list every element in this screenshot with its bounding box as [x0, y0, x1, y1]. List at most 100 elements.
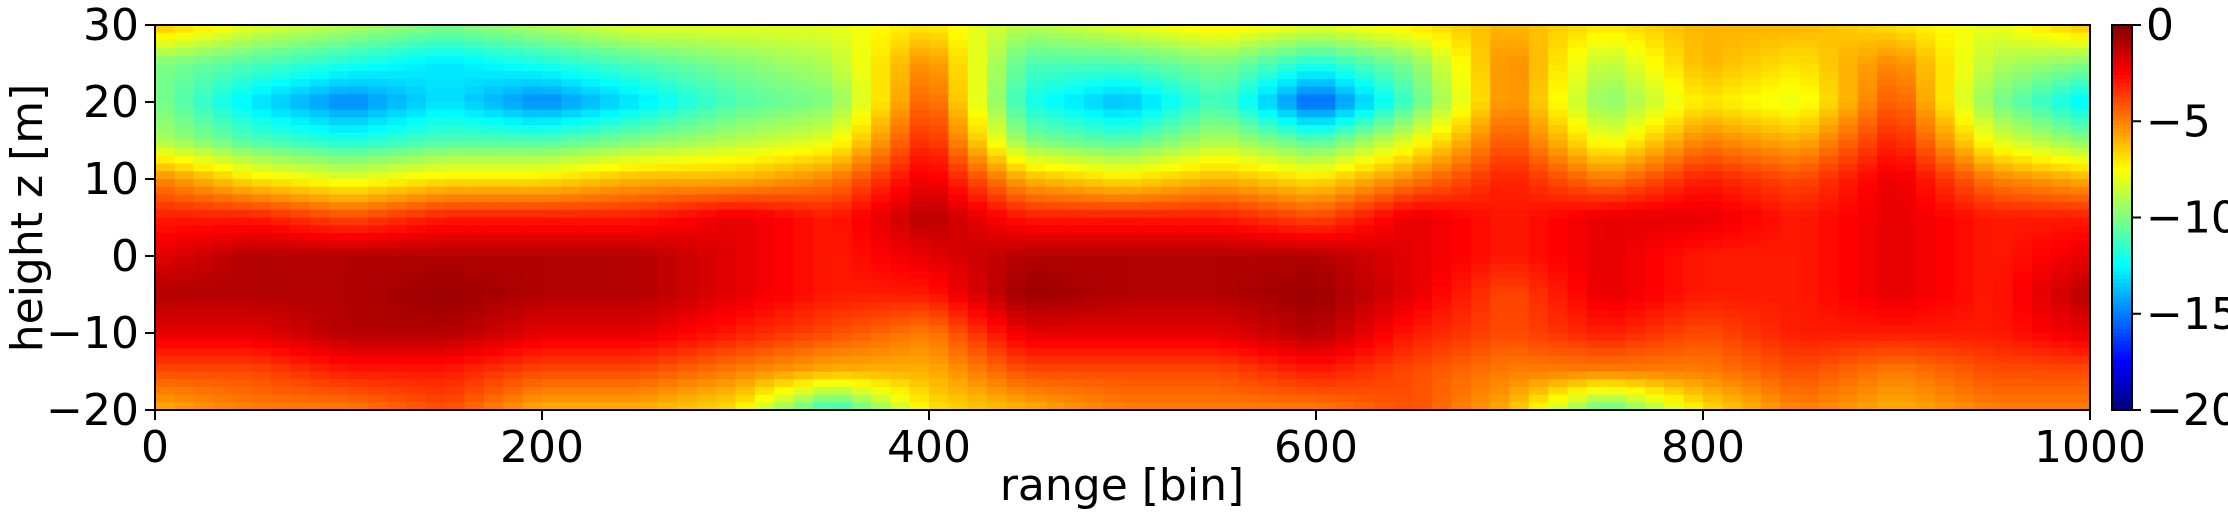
- heatmap-cell: [1200, 364, 1220, 373]
- heatmap-cell: [813, 133, 833, 142]
- heatmap-cell: [1432, 348, 1452, 357]
- heatmap-cell: [1490, 372, 1510, 381]
- heatmap-cell: [1993, 171, 2013, 180]
- heatmap-cell: [1529, 233, 1549, 242]
- heatmap-cell: [1877, 387, 1897, 396]
- heatmap-cell: [213, 87, 233, 96]
- heatmap-cell: [1239, 325, 1259, 334]
- heatmap-cell: [1780, 64, 1800, 73]
- heatmap-cell: [445, 295, 465, 304]
- heatmap-cell: [1800, 133, 1820, 142]
- heatmap-cell: [890, 179, 910, 188]
- heatmap-cell: [1219, 141, 1239, 150]
- heatmap-cell: [619, 87, 639, 96]
- heatmap-cell: [155, 271, 175, 280]
- heatmap-cell: [987, 64, 1007, 73]
- heatmap-cell: [445, 164, 465, 173]
- heatmap-cell: [871, 356, 891, 365]
- heatmap-cell: [1239, 287, 1259, 296]
- heatmap-cell: [736, 25, 756, 34]
- heatmap-cell: [832, 56, 852, 65]
- heatmap-cell: [1026, 133, 1046, 142]
- heatmap-cell: [1026, 287, 1046, 296]
- heatmap-cell: [929, 387, 949, 396]
- heatmap-cell: [1838, 364, 1858, 373]
- heatmap-cell: [619, 25, 639, 34]
- heatmap-cell: [774, 348, 794, 357]
- heatmap-cell: [1200, 148, 1220, 157]
- heatmap-cell: [1800, 279, 1820, 288]
- heatmap-cell: [1974, 194, 1994, 203]
- heatmap-cell: [155, 79, 175, 88]
- heatmap-cell: [871, 94, 891, 103]
- heatmap-cell: [639, 233, 659, 242]
- heatmap-cell: [1722, 148, 1742, 157]
- heatmap-cell: [1858, 141, 1878, 150]
- heatmap-cell: [407, 87, 427, 96]
- heatmap-cell: [1645, 348, 1665, 357]
- heatmap-cell: [1780, 71, 1800, 80]
- heatmap-cell: [1587, 87, 1607, 96]
- heatmap-cell: [1471, 318, 1491, 327]
- heatmap-cell: [736, 341, 756, 350]
- heatmap-cell: [561, 318, 581, 327]
- heatmap-cell: [349, 310, 369, 319]
- heatmap-cell: [1045, 56, 1065, 65]
- heatmap-cell: [2051, 171, 2071, 180]
- heatmap-cell: [2013, 279, 2033, 288]
- heatmap-cell: [1219, 387, 1239, 396]
- heatmap-cell: [1529, 79, 1549, 88]
- heatmap-cell: [465, 87, 485, 96]
- heatmap-cell: [1935, 71, 1955, 80]
- heatmap-cell: [1064, 318, 1084, 327]
- heatmap-cell: [1568, 71, 1588, 80]
- heatmap-cell: [1877, 79, 1897, 88]
- heatmap-cell: [619, 348, 639, 357]
- heatmap-cell: [1548, 87, 1568, 96]
- heatmap-cell: [1064, 48, 1084, 57]
- heatmap-cell: [561, 295, 581, 304]
- heatmap-cell: [1587, 56, 1607, 65]
- heatmap-cell: [1858, 379, 1878, 388]
- heatmap-cell: [310, 187, 330, 196]
- heatmap-cell: [2071, 356, 2091, 365]
- heatmap-cell: [349, 102, 369, 111]
- heatmap-cell: [1006, 364, 1026, 373]
- heatmap-cell: [368, 318, 388, 327]
- heatmap-cell: [155, 133, 175, 142]
- heatmap-cell: [2013, 333, 2033, 342]
- heatmap-cell: [542, 171, 562, 180]
- heatmap-cell: [658, 102, 678, 111]
- heatmap-cell: [677, 287, 697, 296]
- heatmap-cell: [910, 387, 930, 396]
- heatmap-cell: [1006, 333, 1026, 342]
- heatmap-cell: [407, 271, 427, 280]
- heatmap-cell: [523, 225, 543, 234]
- heatmap-cell: [890, 210, 910, 219]
- heatmap-cell: [1219, 25, 1239, 34]
- heatmap-cell: [658, 25, 678, 34]
- heatmap-cell: [426, 125, 446, 134]
- heatmap-cell: [1006, 225, 1026, 234]
- heatmap-cell: [1239, 79, 1259, 88]
- heatmap-cell: [1568, 164, 1588, 173]
- heatmap-cell: [1161, 256, 1181, 265]
- heatmap-cell: [1181, 187, 1201, 196]
- heatmap-cell: [1935, 171, 1955, 180]
- heatmap-cell: [329, 325, 349, 334]
- heatmap-cell: [1064, 225, 1084, 234]
- heatmap-cell: [910, 348, 930, 357]
- heatmap-cell: [1800, 295, 1820, 304]
- heatmap-cell: [194, 279, 214, 288]
- heatmap-cell: [1510, 164, 1530, 173]
- heatmap-cell: [1413, 179, 1433, 188]
- heatmap-cell: [542, 156, 562, 165]
- heatmap-cell: [349, 64, 369, 73]
- heatmap-cell: [1181, 302, 1201, 311]
- heatmap-cell: [1645, 187, 1665, 196]
- heatmap-cell: [2013, 364, 2033, 373]
- heatmap-cell: [1200, 225, 1220, 234]
- heatmap-cell: [1897, 110, 1917, 119]
- heatmap-cell: [1897, 318, 1917, 327]
- heatmap-cell: [1181, 341, 1201, 350]
